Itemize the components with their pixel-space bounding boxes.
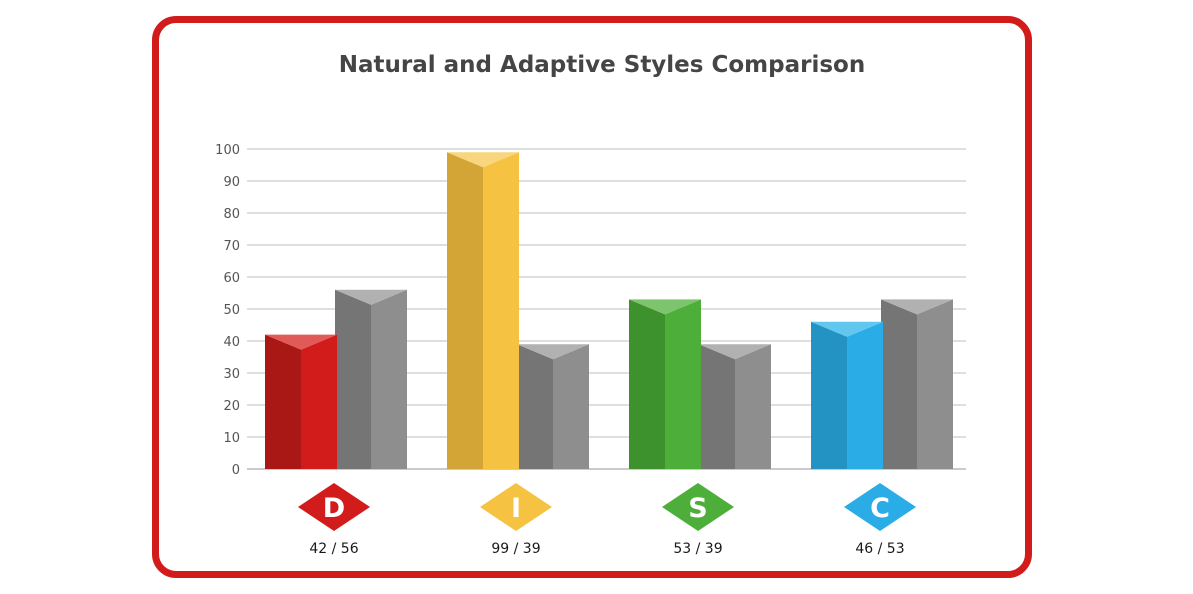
score-label: 42 / 56 [309, 541, 358, 557]
bars [265, 152, 953, 469]
bar-s-natural-front [665, 299, 701, 469]
bar-c-adaptive [881, 299, 953, 469]
bar-i-adaptive-front [553, 344, 589, 469]
score-label: 46 / 53 [855, 541, 904, 557]
category-label: I [511, 493, 521, 524]
bar-d-natural [265, 334, 337, 469]
y-tick-label: 60 [223, 271, 240, 286]
y-tick-label: 30 [223, 367, 240, 382]
bar-s-adaptive-side [699, 344, 735, 469]
bar-s-adaptive-top [699, 344, 771, 360]
badge-d: D [298, 483, 370, 531]
bar-c-adaptive-top [881, 299, 953, 315]
bar-c-adaptive-front [917, 299, 953, 469]
score-label: 99 / 39 [491, 541, 540, 557]
bar-s-adaptive-front [735, 344, 771, 469]
bar-c-natural-front [847, 321, 883, 469]
category-label: C [870, 493, 890, 524]
badge-i: I [480, 483, 552, 531]
bar-d-adaptive-front [371, 289, 407, 469]
score-label: 53 / 39 [673, 541, 722, 557]
bar-d-natural-side [265, 334, 301, 469]
bar-s-natural-side [629, 299, 665, 469]
bar-d-adaptive-top [335, 289, 407, 305]
bar-c-natural-top [811, 321, 883, 337]
y-tick-label: 20 [223, 399, 240, 414]
badge-diamond [662, 483, 734, 531]
bar-d-natural-top [265, 334, 337, 350]
bar-i-natural-front [483, 152, 519, 469]
category-label: D [323, 493, 345, 524]
bar-i-adaptive-top [517, 344, 589, 360]
bar-i-natural [447, 152, 519, 469]
badge-diamond [298, 483, 370, 531]
bar-s-adaptive [699, 344, 771, 469]
bar-d-natural-front [301, 334, 337, 469]
bar-s-natural-top [629, 299, 701, 315]
category-label: S [688, 493, 707, 524]
bar-c-adaptive-side [881, 299, 917, 469]
badge-diamond [844, 483, 916, 531]
badge-c: C [844, 483, 916, 531]
y-tick-label: 10 [223, 431, 240, 446]
bar-i-adaptive [517, 344, 589, 469]
badge-s: S [662, 483, 734, 531]
bar-d-adaptive-side [335, 289, 371, 469]
chart-frame [152, 16, 1032, 578]
y-tick-label: 70 [223, 239, 240, 254]
y-tick-label: 0 [232, 463, 240, 478]
bar-s-natural [629, 299, 701, 469]
bar-d-adaptive [335, 289, 407, 469]
bar-c-natural-side [811, 321, 847, 469]
bar-i-natural-top [447, 152, 519, 168]
bar-i-adaptive-side [517, 344, 553, 469]
y-tick-label: 100 [215, 143, 240, 158]
category-badges: D 42 / 56 I 99 / 39 S 53 / 39 C 46 / 53 [298, 483, 916, 557]
y-tick-label: 90 [223, 175, 240, 190]
bar-c-natural [811, 321, 883, 469]
badge-diamond [480, 483, 552, 531]
chart-title: Natural and Adaptive Styles Comparison [339, 52, 865, 78]
y-tick-label: 80 [223, 207, 240, 222]
y-tick-label: 40 [223, 335, 240, 350]
y-tick-label: 50 [223, 303, 240, 318]
bar-i-natural-side [447, 152, 483, 469]
